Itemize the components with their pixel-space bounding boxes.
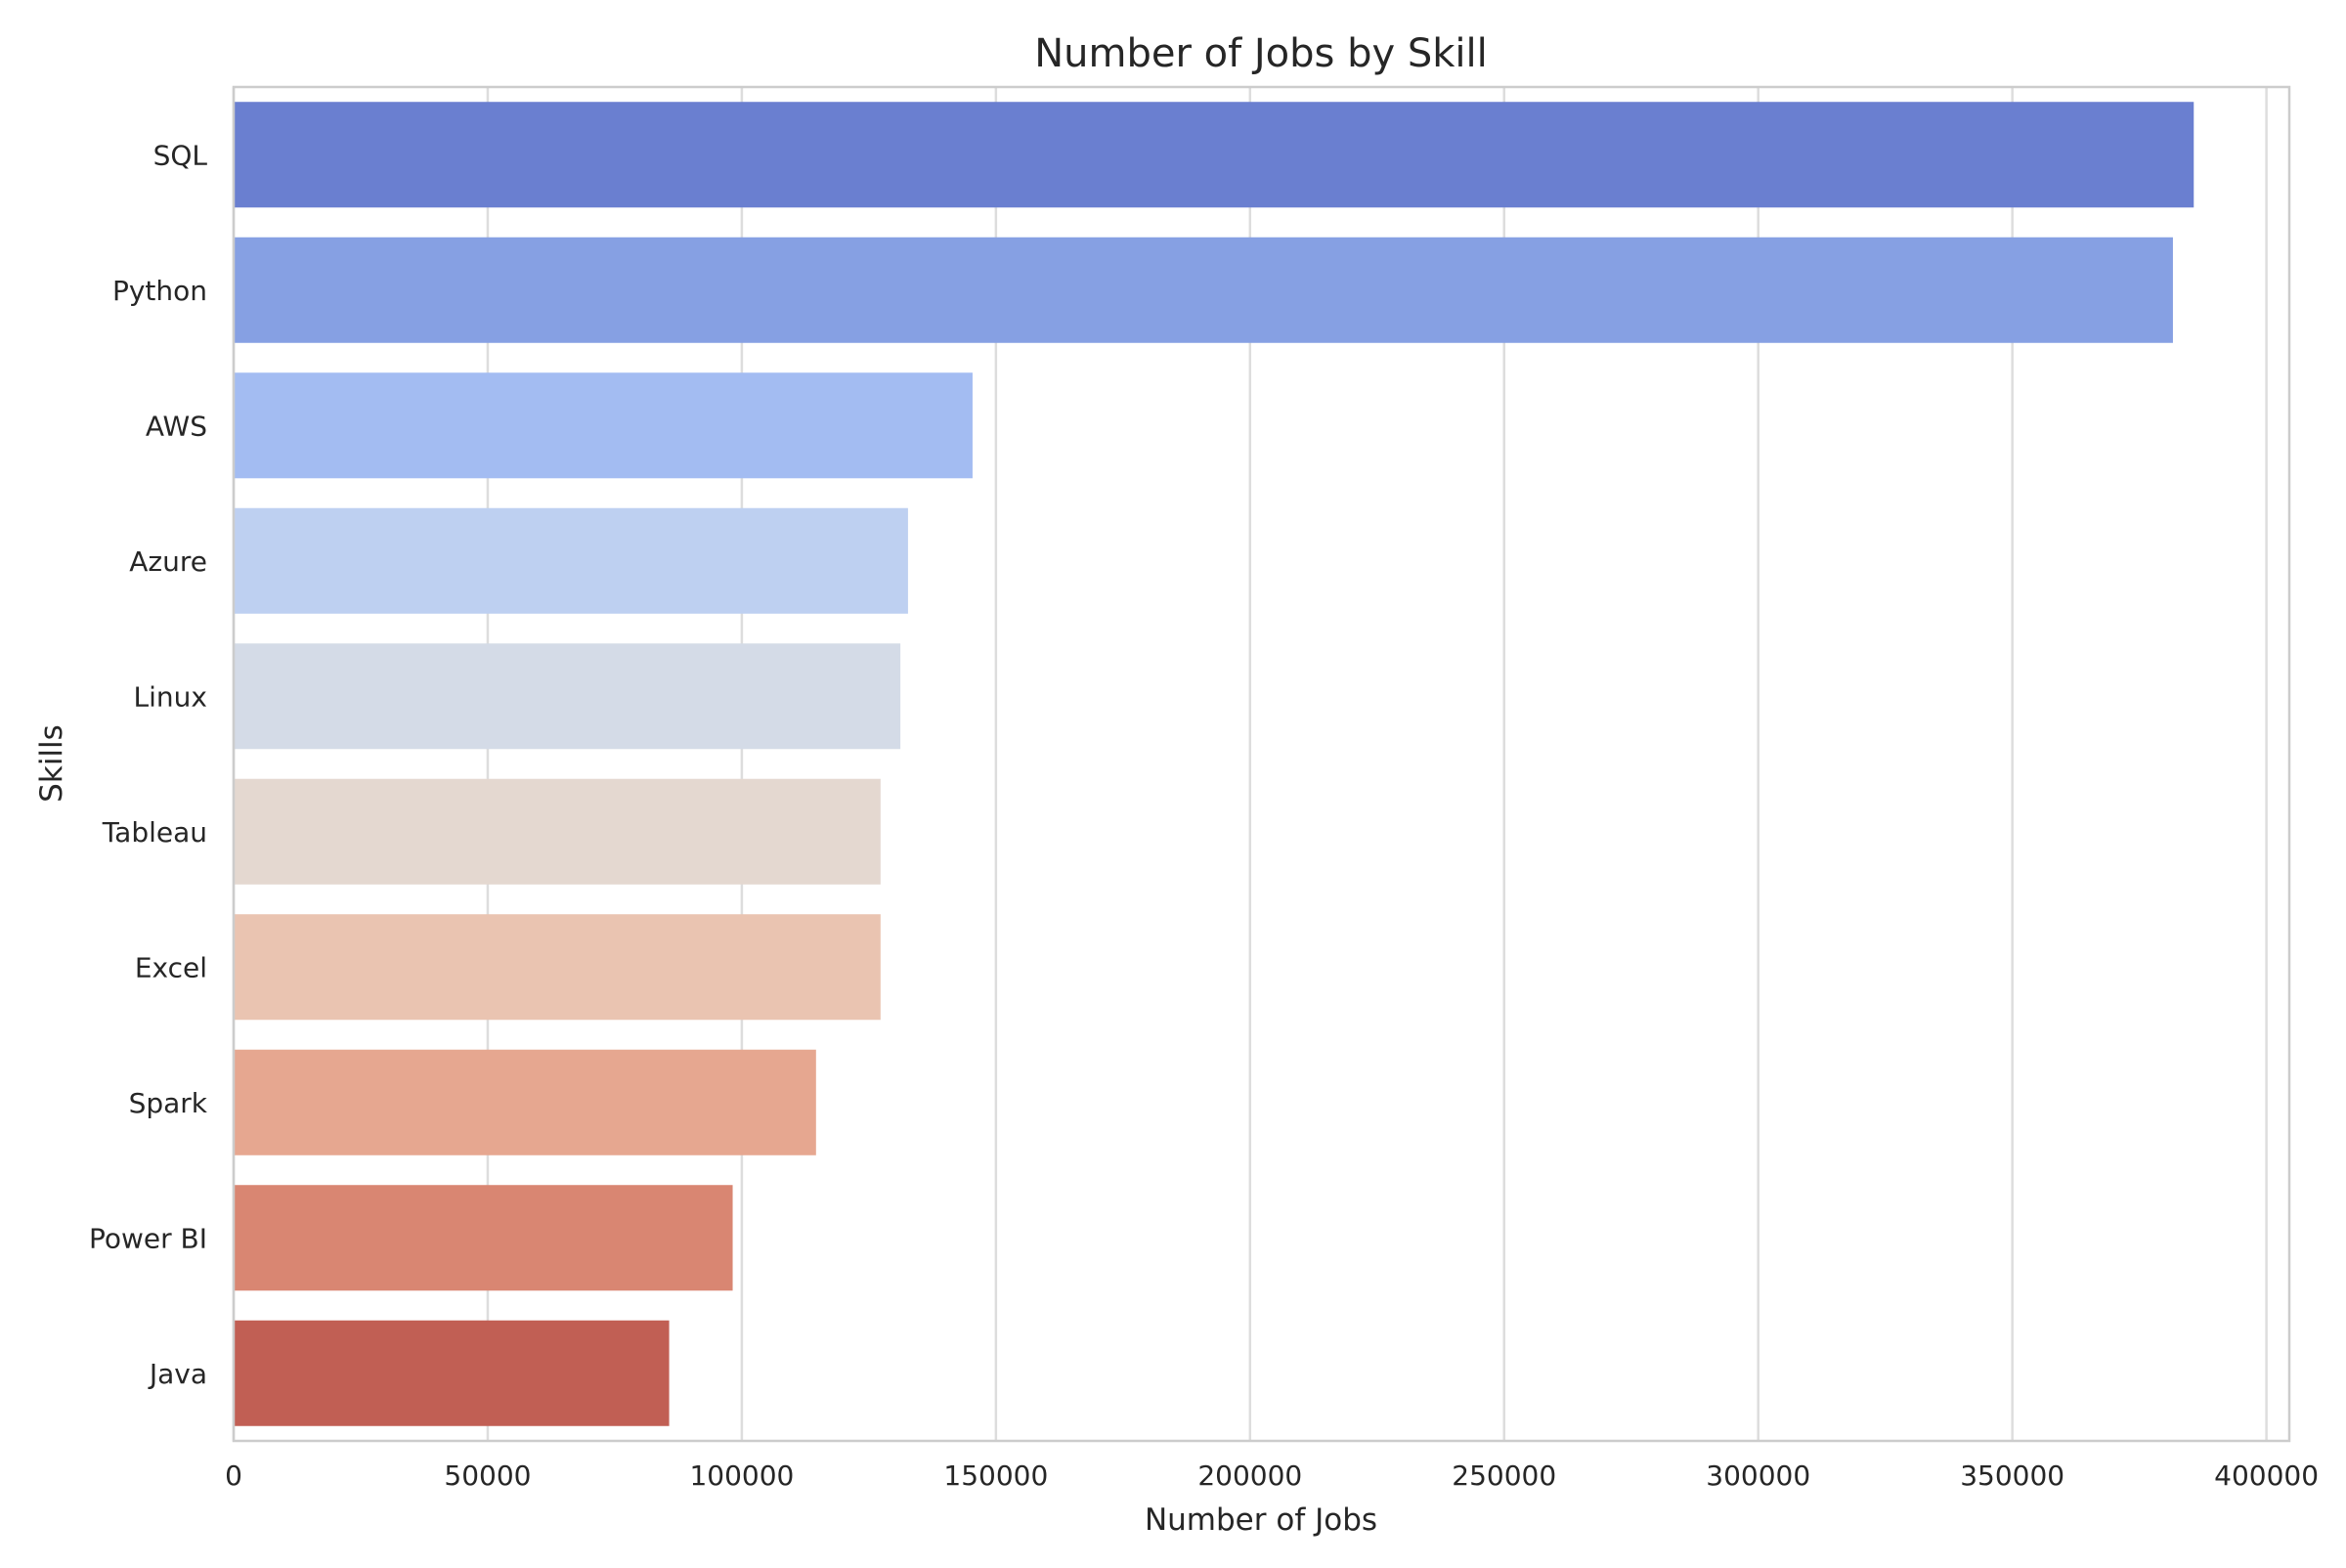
bar-azure [234, 507, 908, 614]
chart-title: Number of Jobs by Skill [1034, 31, 1488, 76]
bar-excel [234, 914, 881, 1021]
y-tick-label: SQL [153, 139, 208, 171]
bar-spark [234, 1049, 816, 1155]
y-tick-label: Python [112, 275, 207, 307]
x-axis-label: Number of Jobs [1145, 1503, 1377, 1538]
y-axis-label: Skills [34, 724, 69, 803]
x-tick-label: 300000 [1706, 1459, 1810, 1492]
y-tick-label: Excel [135, 951, 207, 983]
bar-aws [234, 372, 973, 479]
bar-power-bi [234, 1185, 733, 1291]
x-tick-label: 250000 [1452, 1459, 1556, 1492]
y-tick-label: AWS [146, 410, 207, 442]
y-tick-label: Power BI [89, 1222, 207, 1254]
bars [234, 102, 2194, 1426]
bar-tableau [234, 778, 881, 885]
x-tick-label: 0 [225, 1459, 242, 1492]
y-tick-label: Azure [129, 545, 207, 578]
y-tick-label: Java [148, 1358, 207, 1390]
x-tick-labels: 0 50000 100000 150000 200000 250000 300000 3500… [225, 1459, 2319, 1492]
bar-linux [234, 643, 901, 750]
x-tick-label: 50000 [444, 1459, 531, 1492]
y-tick-label: Tableau [102, 816, 207, 849]
y-tick-label: Linux [134, 680, 207, 713]
bar-sql [234, 102, 2194, 208]
x-tick-label: 200000 [1197, 1459, 1302, 1492]
bar-python [234, 237, 2173, 343]
bar-java [234, 1320, 670, 1426]
x-tick-label: 400000 [2214, 1459, 2319, 1492]
x-tick-label: 350000 [1960, 1459, 2064, 1492]
x-tick-label: 100000 [689, 1459, 794, 1492]
x-tick-label: 150000 [943, 1459, 1048, 1492]
y-tick-labels: SQL Python AWS Azure Linux Tableau Excel Spark P… [89, 139, 208, 1390]
y-tick-label: Spark [129, 1087, 208, 1119]
plot-frame [232, 85, 2291, 1443]
